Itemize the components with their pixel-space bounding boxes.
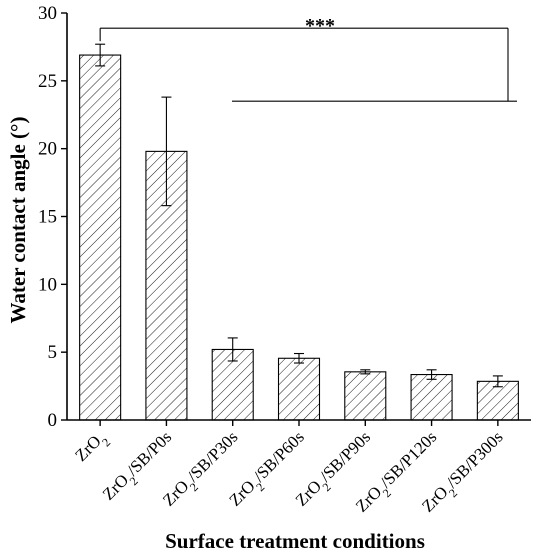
bar: [79, 54, 122, 421]
y-tick-label: 15: [38, 207, 57, 228]
y-tick-label: 30: [38, 3, 57, 24]
y-tick-label: 20: [38, 139, 57, 160]
y-tick-label: 5: [48, 342, 58, 363]
bar: [344, 371, 387, 421]
significance-annotation: ***: [99, 15, 517, 102]
significance-label: ***: [305, 15, 335, 37]
x-tick-label: ZrO2: [71, 427, 113, 469]
error-bars-layer: [95, 43, 503, 388]
x-axis-title: Surface treatment conditions: [165, 529, 425, 553]
y-axis-title: Water contact angle (°): [6, 117, 30, 324]
y-tick-label: 10: [38, 274, 57, 295]
y-tick-label: 0: [48, 410, 58, 431]
y-tick-label: 25: [38, 71, 57, 92]
bar: [277, 357, 321, 421]
bar: [410, 374, 453, 421]
bars-layer: [79, 54, 519, 421]
